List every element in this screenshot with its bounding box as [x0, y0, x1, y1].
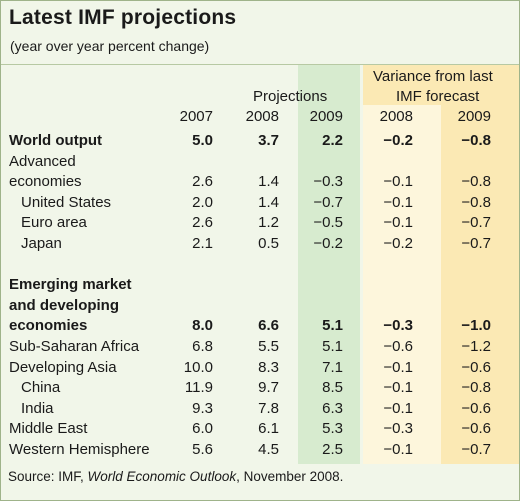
- table-subtitle: (year over year percent change): [10, 38, 210, 54]
- value-2008-cell: 0.5: [258, 235, 279, 252]
- row-label: Emerging market: [9, 276, 132, 293]
- variance-2009-cell: −0.7: [461, 214, 491, 231]
- variance-2008-column-shade: [363, 65, 441, 464]
- value-2007-cell: 6.0: [192, 420, 213, 437]
- variance-2008-cell: −0.2: [383, 235, 413, 252]
- value-2009-cell: 7.1: [322, 359, 343, 376]
- variance-2008-cell: −0.6: [383, 338, 413, 355]
- value-2009-cell: −0.5: [313, 214, 343, 231]
- value-2009-cell: −0.7: [313, 194, 343, 211]
- variance-2009-cell: −0.6: [461, 420, 491, 437]
- variance-2008-cell: −0.3: [383, 317, 413, 334]
- value-2007-cell: 6.8: [192, 338, 213, 355]
- value-2007-cell: 2.1: [192, 235, 213, 252]
- source-suffix: , November 2008.: [236, 469, 344, 484]
- row-label: economies: [9, 317, 88, 334]
- variance-2009-cell: −1.2: [461, 338, 491, 355]
- table-title: Latest IMF projections: [9, 6, 237, 29]
- row-label: China: [21, 379, 61, 396]
- value-2007-cell: 2.6: [192, 214, 213, 231]
- variance-2009-cell: −1.0: [461, 317, 491, 334]
- row-label: Middle East: [9, 420, 88, 437]
- row-label: India: [21, 400, 54, 417]
- value-2008-cell: 9.7: [258, 379, 279, 396]
- value-2007-cell: 9.3: [192, 400, 213, 417]
- value-2008-cell: 3.7: [258, 132, 279, 149]
- row-label: economies: [9, 173, 82, 190]
- value-2009-cell: 8.5: [322, 379, 343, 396]
- variance-2008-cell: −0.2: [383, 132, 413, 149]
- variance-2008-cell: −0.1: [383, 173, 413, 190]
- year-header-2009: 2009: [309, 108, 343, 125]
- value-2007-cell: 5.0: [192, 132, 213, 149]
- value-2007-cell: 11.9: [184, 379, 213, 396]
- title-divider: [1, 64, 519, 65]
- variance-2008-cell: −0.1: [383, 400, 413, 417]
- value-2009-cell: 6.3: [322, 400, 343, 417]
- data-table: Projections Variance from last IMF forec…: [1, 65, 519, 464]
- variance-2008-cell: −0.1: [383, 379, 413, 396]
- variance-year-header-2008: 2008: [379, 108, 413, 125]
- value-2009-cell: 2.5: [322, 441, 343, 458]
- value-2008-cell: 5.5: [258, 338, 279, 355]
- value-2007-cell: 2.6: [192, 173, 213, 190]
- value-2008-cell: 1.4: [258, 173, 279, 190]
- row-label: Japan: [21, 235, 62, 252]
- value-2008-cell: 1.4: [258, 194, 279, 211]
- projections-header: Projections: [253, 88, 328, 105]
- year-header-2008: 2008: [245, 108, 279, 125]
- source-note: Source: IMF, World Economic Outlook, Nov…: [8, 469, 343, 484]
- value-2009-cell: −0.3: [313, 173, 343, 190]
- value-2007-cell: 2.0: [192, 194, 213, 211]
- variance-2008-cell: −0.1: [383, 194, 413, 211]
- row-label: Sub-Saharan Africa: [9, 338, 140, 355]
- year-header-2007: 2007: [179, 108, 213, 125]
- variance-header-shade: [363, 65, 519, 105]
- variance-header-line2: IMF forecast: [396, 88, 480, 105]
- source-publication: World Economic Outlook: [87, 469, 237, 484]
- row-label: World output: [9, 132, 103, 149]
- value-2009-cell: 5.1: [322, 317, 343, 334]
- variance-2009-column-shade: [441, 65, 519, 464]
- variance-year-header-2009: 2009: [457, 108, 491, 125]
- row-label: United States: [21, 194, 112, 211]
- variance-2009-cell: −0.7: [461, 441, 491, 458]
- value-2008-cell: 6.1: [258, 420, 279, 437]
- row-label: Western Hemisphere: [9, 441, 150, 458]
- value-2008-cell: 1.2: [258, 214, 279, 231]
- variance-2009-cell: −0.8: [461, 173, 491, 190]
- row-label: Advanced: [9, 153, 76, 170]
- value-2009-cell: 5.1: [322, 338, 343, 355]
- value-2007-cell: 5.6: [192, 441, 213, 458]
- row-label: Developing Asia: [9, 359, 117, 376]
- variance-2009-cell: −0.8: [461, 132, 491, 149]
- variance-2009-cell: −0.8: [461, 194, 491, 211]
- projection-2009-column-shade: [298, 65, 360, 464]
- row-label: Euro area: [21, 214, 87, 231]
- value-2009-cell: 5.3: [322, 420, 343, 437]
- row-label: and developing: [9, 297, 120, 314]
- value-2007-cell: 8.0: [192, 317, 213, 334]
- value-2009-cell: −0.2: [313, 235, 343, 252]
- variance-2008-cell: −0.1: [383, 214, 413, 231]
- value-2008-cell: 4.5: [258, 441, 279, 458]
- value-2008-cell: 7.8: [258, 400, 279, 417]
- value-2009-cell: 2.2: [322, 132, 343, 149]
- variance-2008-cell: −0.1: [383, 359, 413, 376]
- variance-2009-cell: −0.6: [461, 400, 491, 417]
- variance-2009-cell: −0.7: [461, 235, 491, 252]
- variance-2008-cell: −0.1: [383, 441, 413, 458]
- source-prefix: Source: IMF,: [8, 469, 88, 484]
- variance-header-line1: Variance from last: [373, 68, 493, 85]
- value-2008-cell: 8.3: [258, 359, 279, 376]
- value-2007-cell: 10.0: [183, 359, 213, 376]
- variance-2009-cell: −0.8: [461, 379, 491, 396]
- variance-2009-cell: −0.6: [461, 359, 491, 376]
- variance-2008-cell: −0.3: [383, 420, 413, 437]
- value-2008-cell: 6.6: [258, 317, 279, 334]
